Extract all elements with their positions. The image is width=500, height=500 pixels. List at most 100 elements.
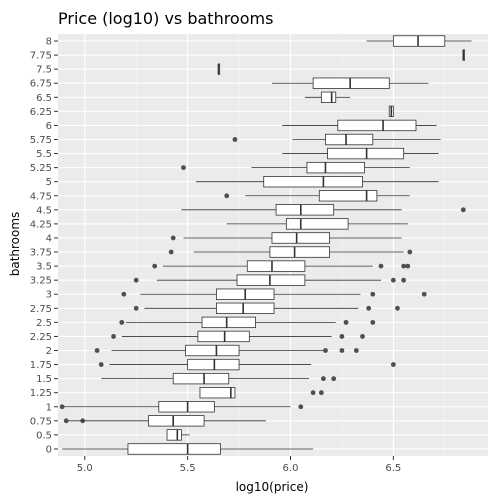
x-tick-label: 6.0 bbox=[283, 463, 299, 474]
box-iqr bbox=[236, 274, 306, 286]
box-0 bbox=[62, 443, 314, 455]
box-1.5 bbox=[101, 372, 337, 385]
box-5.5 bbox=[282, 147, 439, 160]
y-tick-label: 1 bbox=[46, 402, 52, 413]
y-tick-label: 3 bbox=[46, 290, 52, 301]
y-tick-label: 7.5 bbox=[36, 65, 52, 76]
outlier-point bbox=[401, 263, 407, 269]
y-tick-label: 3.75 bbox=[30, 248, 52, 259]
box-iqr bbox=[306, 161, 365, 174]
y-tick-label: 6.25 bbox=[30, 107, 52, 118]
box-6.5 bbox=[304, 91, 351, 103]
box-2 bbox=[94, 344, 359, 357]
outlier-point bbox=[395, 305, 400, 311]
outlier-point bbox=[343, 319, 349, 325]
y-tick-label: 2.75 bbox=[30, 304, 52, 315]
minor-gridlines bbox=[135, 34, 446, 456]
x-axis-title: log10(price) bbox=[236, 480, 309, 494]
box-iqr bbox=[325, 133, 374, 146]
box-4.75 bbox=[224, 190, 410, 202]
box-0.75 bbox=[63, 415, 266, 427]
y-tick-label: 6.5 bbox=[36, 93, 52, 104]
outlier-point bbox=[331, 376, 337, 382]
outlier-point bbox=[133, 277, 139, 283]
y-tick-label: 1.5 bbox=[36, 374, 52, 385]
x-tick-label: 6.5 bbox=[385, 463, 401, 474]
y-tick-label: 4.75 bbox=[30, 191, 52, 202]
outlier-point bbox=[321, 376, 326, 382]
outlier-point bbox=[98, 362, 104, 367]
outlier-point bbox=[59, 404, 65, 410]
box-6.75 bbox=[271, 77, 429, 89]
outlier-point bbox=[370, 319, 376, 325]
y-tick-label: 4.25 bbox=[30, 219, 52, 230]
box-iqr bbox=[269, 246, 330, 258]
outlier-point bbox=[366, 305, 372, 311]
y-axis-ticks: 0 0.5 0.75 1 1.25 1.5 1.75 2 2.25 2.5 2.75 3 3.25 3.5… bbox=[30, 37, 58, 455]
y-tick-label: 8 bbox=[46, 37, 52, 48]
outlier-point bbox=[390, 362, 396, 367]
outlier-point bbox=[339, 348, 345, 353]
outlier-point bbox=[80, 418, 86, 424]
box-2.5 bbox=[119, 316, 376, 329]
plot-panel bbox=[58, 34, 488, 456]
y-tick-label: 5 bbox=[46, 177, 52, 188]
y-tick-label: 4 bbox=[46, 233, 52, 244]
outlier-point bbox=[232, 137, 238, 142]
y-tick-label: 5.25 bbox=[30, 163, 52, 174]
box-1 bbox=[59, 401, 304, 413]
box-4.25 bbox=[226, 218, 408, 230]
outlier-point bbox=[310, 390, 316, 396]
outlier-point bbox=[152, 263, 158, 269]
box-2.25 bbox=[111, 330, 365, 343]
box-iqr bbox=[201, 316, 256, 329]
box-iqr bbox=[148, 415, 205, 427]
outlier-point bbox=[390, 277, 396, 283]
box-5.75 bbox=[232, 133, 441, 146]
box-iqr bbox=[187, 358, 240, 371]
chart-title: Price (log10) vs bathrooms bbox=[58, 9, 273, 28]
outlier-point bbox=[121, 291, 127, 297]
box-7.5 bbox=[217, 63, 221, 75]
box-1.25 bbox=[199, 387, 324, 399]
box-iqr bbox=[246, 260, 306, 272]
box-iqr bbox=[312, 77, 390, 89]
outlier-point bbox=[63, 418, 69, 424]
box-iqr bbox=[275, 204, 335, 216]
y-tick-label: 3.5 bbox=[36, 262, 52, 273]
y-axis-title: bathrooms bbox=[8, 212, 22, 277]
box-iqr bbox=[166, 429, 182, 441]
x-tick-label: 5.5 bbox=[180, 463, 196, 474]
box-4.5 bbox=[181, 204, 466, 216]
box-3 bbox=[121, 288, 427, 300]
box-iqr bbox=[197, 330, 250, 343]
box-iqr bbox=[337, 119, 417, 132]
box-3.5 bbox=[152, 260, 411, 272]
y-tick-label: 6 bbox=[46, 121, 52, 132]
outlier-point bbox=[407, 249, 413, 255]
outlier-point bbox=[181, 165, 186, 171]
box-2.75 bbox=[133, 302, 400, 314]
box-iqr bbox=[392, 35, 446, 47]
outlier-point bbox=[370, 291, 376, 297]
y-tick-label: 0.5 bbox=[36, 430, 52, 441]
box-iqr bbox=[271, 232, 330, 244]
box-3.75 bbox=[168, 246, 413, 258]
outlier-point bbox=[339, 334, 345, 339]
x-tick-label: 5.0 bbox=[77, 463, 93, 474]
box-4 bbox=[170, 232, 402, 244]
box-6 bbox=[282, 119, 437, 132]
box-series bbox=[59, 35, 472, 455]
outlier-point bbox=[405, 263, 411, 269]
outlier-point bbox=[401, 277, 407, 283]
y-tick-label: 2.5 bbox=[36, 318, 52, 329]
outlier-point bbox=[119, 319, 125, 325]
x-axis-ticks: 5.0 5.5 6.0 6.5 bbox=[77, 456, 401, 474]
y-tick-label: 4.5 bbox=[36, 205, 52, 216]
outlier-point bbox=[170, 235, 176, 241]
outlier-point bbox=[224, 193, 230, 199]
y-tick-label: 5.75 bbox=[30, 135, 52, 146]
outlier-point bbox=[421, 291, 427, 297]
box-iqr bbox=[285, 218, 349, 230]
